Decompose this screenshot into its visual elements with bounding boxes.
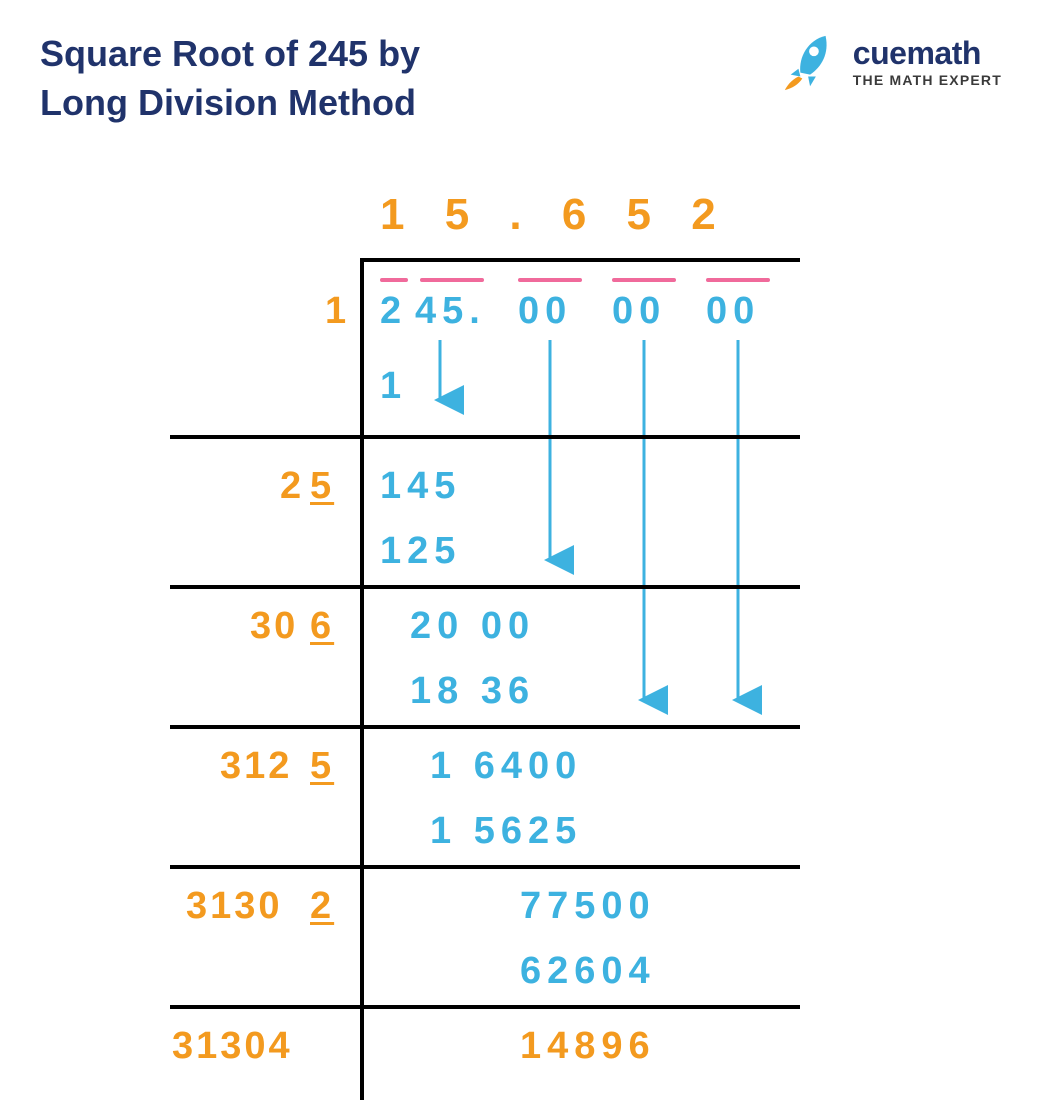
dividend-group: 00 (706, 290, 760, 333)
quotient: 1 5 . 6 5 2 (380, 190, 730, 240)
work-row: 1 6400 (430, 745, 582, 788)
division-hline (170, 865, 800, 869)
logo-brand-text: cuemath (853, 35, 1002, 72)
rocket-icon (781, 30, 843, 92)
dividend-group: 00 (612, 290, 666, 333)
work-row: 77500 (520, 885, 656, 928)
work-row: 145 (380, 465, 461, 508)
pair-overbar (380, 278, 408, 282)
dividend-group: 45. (415, 290, 486, 333)
dividend-group: 00 (518, 290, 572, 333)
work-row: 62604 (520, 950, 656, 993)
divisor-digit: 5 (310, 465, 334, 508)
divisor-digit: 1 (325, 290, 349, 333)
page-title: Square Root of 245 byLong Division Metho… (40, 30, 420, 127)
divisor-digit: 312 (220, 745, 292, 788)
division-hline (170, 725, 800, 729)
pair-overbar (612, 278, 676, 282)
divisor-digit: 6 (310, 605, 334, 648)
pair-overbar (420, 278, 484, 282)
work-row: 1 5625 (430, 810, 582, 853)
dividend-group: 2 (380, 290, 407, 333)
divisor-digit: 5 (310, 745, 334, 788)
pair-overbar (706, 278, 770, 282)
division-hline (170, 1005, 800, 1009)
work-row: 18 36 (410, 670, 535, 713)
division-vline (360, 258, 364, 1100)
divisor-digit: 30 (250, 605, 298, 648)
logo: cuemath THE MATH EXPERT (781, 30, 1002, 92)
work-row: 20 00 (410, 605, 535, 648)
divisor-digit: 2 (310, 885, 334, 928)
work-row: 14896 (520, 1025, 656, 1068)
divisor-digit: 2 (280, 465, 304, 508)
divisor-digit: 31304 (172, 1025, 293, 1068)
logo-tagline: THE MATH EXPERT (853, 72, 1002, 88)
division-hline (360, 258, 800, 262)
pair-overbar (518, 278, 582, 282)
long-division-diagram: 1 5 . 6 5 2245.0000001253063125313023130… (120, 190, 920, 1100)
division-hline (170, 435, 800, 439)
work-row: 1 (380, 365, 407, 408)
divisor-digit: 3130 (186, 885, 283, 928)
division-hline (170, 585, 800, 589)
work-row: 125 (380, 530, 461, 573)
